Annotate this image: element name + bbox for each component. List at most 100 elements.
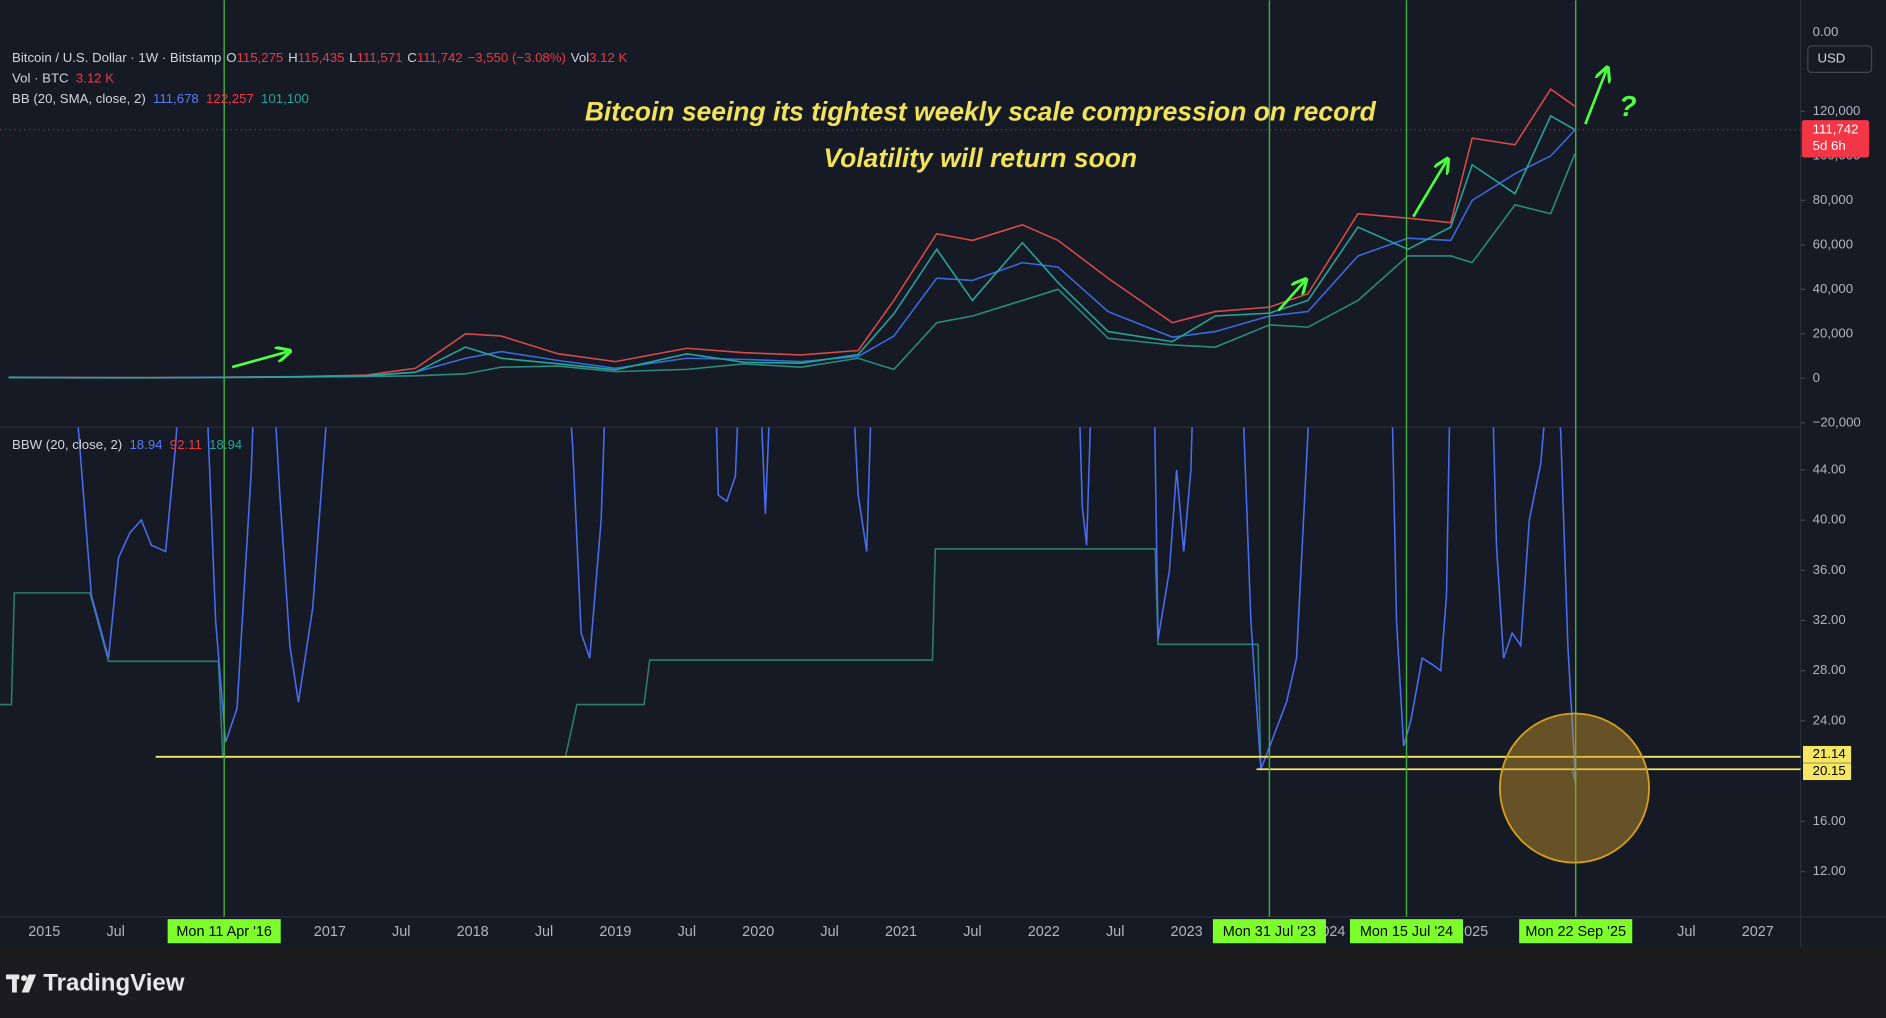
date-marker-box — [1349, 919, 1464, 944]
arrow — [1412, 160, 1447, 218]
footer-background — [0, 946, 1886, 1018]
series-line — [8, 114, 1576, 379]
logo — [6, 974, 37, 993]
volume-value: 3.12 K — [76, 70, 114, 85]
ohlc-key: H — [288, 49, 298, 64]
price-label: 111,742 — [1813, 121, 1859, 136]
ohlc-value: 111,742 — [417, 49, 463, 64]
level-label: 21.14 — [1813, 746, 1846, 761]
x-tick-label: Jul — [1106, 924, 1124, 940]
y-tick-label: 80,000 — [1813, 192, 1853, 207]
currency[interactable]: USD — [1817, 51, 1845, 66]
x-tick-label: 2021 — [885, 924, 917, 940]
legend-bb: BB (20, SMA, close, 2) 111,678 122,257 101,… — [12, 90, 309, 105]
bbw-name: BBW (20, close, 2) — [12, 437, 122, 452]
bb-name: BB (20, SMA, close, 2) — [12, 90, 146, 105]
date-marker-box — [1212, 919, 1326, 944]
plot: −20,000020,00040,00060,00080,000100,0001… — [0, 0, 1861, 944]
level-label: 20.15 — [1813, 763, 1846, 778]
y-tick-label: 16.00 — [1813, 813, 1846, 828]
volume-key: Vol — [571, 49, 589, 64]
volume-scale-label: 0.00 — [1813, 24, 1839, 39]
y-tick-label: 12.00 — [1813, 863, 1846, 878]
x-tick-label: 2027 — [1742, 924, 1774, 940]
bb-value: 111,678 — [153, 90, 199, 105]
x-tick-label: Jul — [106, 924, 124, 940]
y-tick-label: 44.00 — [1813, 461, 1846, 476]
series-line — [0, 548, 1577, 785]
y-tick-label: −20,000 — [1813, 414, 1861, 429]
y-tick-label: 40.00 — [1813, 512, 1846, 527]
arrows — [231, 69, 1607, 369]
x-tick-label: 2017 — [314, 924, 346, 940]
ohlc-value: 115,275 — [236, 49, 283, 64]
bb-value: 101,100 — [261, 90, 309, 105]
x-tick-label: 2025 — [1456, 924, 1488, 940]
y-tick-label: 0 — [1813, 370, 1820, 385]
annotation: Volatility will return soon — [824, 143, 1138, 173]
series-line — [77, 427, 1577, 785]
x-tick-label: 2023 — [1171, 924, 1203, 940]
legend-bbw: BBW (20, close, 2) 18.94 92.11 18.94 — [12, 437, 242, 452]
x-tick-label: Jul — [535, 924, 553, 940]
level-box — [1803, 763, 1852, 781]
date-marker-label: Mon 11 Apr '16 — [176, 924, 271, 940]
x-tick-label: 2019 — [599, 924, 631, 940]
date-marker-box — [167, 919, 281, 944]
bb-value: 122,257 — [206, 90, 254, 105]
y-tick-label: 20,000 — [1813, 325, 1853, 340]
arrow — [1277, 280, 1305, 312]
logo-part — [21, 974, 37, 993]
y-tick-label: 24.00 — [1813, 712, 1846, 727]
volume-name: Vol · BTC — [12, 70, 69, 85]
date-marker-box — [1519, 919, 1633, 944]
x-tick-label: Jul — [963, 924, 981, 940]
y-tick-label: 40,000 — [1813, 281, 1853, 296]
y-tick-label: 120,000 — [1813, 103, 1861, 118]
annotation-question: ? — [1619, 91, 1637, 123]
ohlc-value: 111,571 — [357, 49, 403, 64]
y-tick-label: 32.00 — [1813, 612, 1846, 627]
x-tick-label: Jul — [1677, 924, 1695, 940]
bbw-value: 92.11 — [170, 437, 202, 452]
x-tick-label: 2015 — [28, 924, 60, 940]
legend-volume: Vol · BTC 3.12 K — [12, 70, 114, 85]
countdown: 5d 6h — [1813, 138, 1846, 153]
brand: TradingView — [43, 969, 185, 996]
ohlc-key: L — [349, 49, 356, 64]
series-group — [8, 88, 1576, 379]
series-line — [8, 88, 1576, 379]
x-tick-label: 2022 — [1028, 924, 1060, 940]
date-marker-label: Mon 22 Sep '25 — [1525, 924, 1626, 940]
series-group — [0, 427, 1577, 785]
bbw-value: 18.94 — [209, 437, 242, 452]
x-tick-label: 2020 — [742, 924, 774, 940]
highlight-circle — [1498, 712, 1650, 864]
symbol: Bitcoin / U.S. Dollar · 1W · Bitstamp — [12, 49, 221, 64]
arrow — [231, 351, 289, 369]
change: −3,550 (−3.08%) — [467, 49, 565, 64]
currency-button[interactable] — [1807, 45, 1873, 73]
ohlc-key: O — [226, 49, 236, 64]
volume-value: 3.12 K — [589, 49, 627, 64]
bbw-value: 18.94 — [129, 437, 162, 452]
series-line — [8, 153, 1576, 379]
logo-part — [12, 974, 17, 993]
y-tick-label: 28.00 — [1813, 662, 1846, 677]
x-tick-label: Jul — [392, 924, 410, 940]
level-box — [1803, 745, 1852, 763]
y-tick-label: 60,000 — [1813, 236, 1853, 251]
y-tick-label: 36.00 — [1813, 562, 1846, 577]
annotation: Bitcoin seeing its tightest weekly scale… — [585, 96, 1377, 126]
arrow — [1584, 69, 1607, 125]
price-box — [1801, 120, 1870, 158]
x-tick-label: 2018 — [457, 924, 489, 940]
chart-background — [0, 0, 1886, 947]
x-tick-label: Jul — [820, 924, 838, 940]
ohlc-key: C — [407, 49, 417, 64]
logo-part — [21, 975, 28, 982]
legend-main: Bitcoin / U.S. Dollar · 1W · Bitstamp O11… — [12, 49, 628, 64]
ohlc-value: 115,435 — [298, 49, 345, 64]
x-tick-label: Jul — [678, 924, 696, 940]
